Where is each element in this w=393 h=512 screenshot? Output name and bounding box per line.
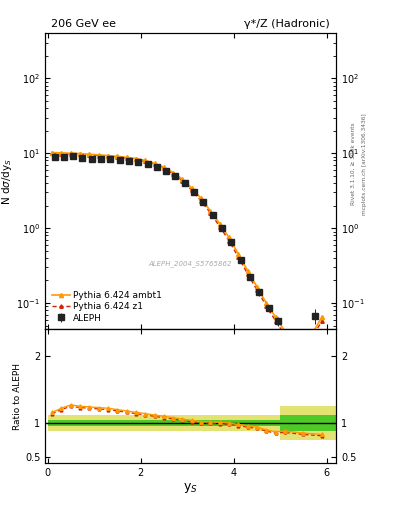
Text: γ*/Z (Hadronic): γ*/Z (Hadronic) [244, 19, 330, 29]
Pythia 6.424 z1 [134, 156, 138, 162]
Pythia 6.424 ambt1 [283, 328, 287, 334]
Pythia 6.424 z1 [106, 153, 110, 159]
Pythia 6.424 ambt1 [245, 268, 250, 274]
Pythia 6.424 z1 [217, 223, 222, 229]
Text: 206 GeV ee: 206 GeV ee [51, 19, 116, 29]
Pythia 6.424 ambt1 [189, 185, 194, 191]
Pythia 6.424 ambt1 [87, 151, 92, 157]
Pythia 6.424 ambt1 [106, 153, 110, 159]
Pythia 6.424 z1 [162, 165, 166, 172]
Pythia 6.424 z1 [199, 198, 204, 204]
Y-axis label: N d$\sigma$/dy$_S$: N d$\sigma$/dy$_S$ [0, 158, 14, 205]
Pythia 6.424 z1 [143, 158, 148, 164]
Pythia 6.424 z1 [152, 161, 157, 167]
Pythia 6.424 ambt1 [124, 154, 129, 160]
Pythia 6.424 z1 [283, 332, 287, 338]
Pythia 6.424 ambt1 [199, 195, 204, 201]
Pythia 6.424 z1 [273, 317, 278, 324]
Pythia 6.424 z1 [68, 151, 73, 157]
Pythia 6.424 ambt1 [115, 153, 120, 159]
Pythia 6.424 ambt1 [320, 314, 324, 320]
Text: ALEPH_2004_S5765862: ALEPH_2004_S5765862 [149, 261, 232, 267]
Pythia 6.424 ambt1 [152, 160, 157, 166]
Pythia 6.424 ambt1 [217, 221, 222, 227]
Text: Rivet 3.1.10, ≥ 300k events: Rivet 3.1.10, ≥ 300k events [351, 122, 356, 205]
Pythia 6.424 z1 [87, 152, 92, 158]
Pythia 6.424 ambt1 [171, 169, 176, 176]
Pythia 6.424 ambt1 [264, 300, 268, 306]
Y-axis label: Ratio to ALEPH: Ratio to ALEPH [13, 362, 22, 430]
Pythia 6.424 ambt1 [143, 157, 148, 163]
Pythia 6.424 z1 [255, 287, 259, 293]
Pythia 6.424 ambt1 [134, 156, 138, 162]
Pythia 6.424 ambt1 [180, 176, 185, 182]
Pythia 6.424 ambt1 [208, 208, 213, 214]
Legend: Pythia 6.424 ambt1, Pythia 6.424 z1, ALEPH: Pythia 6.424 ambt1, Pythia 6.424 z1, ALE… [50, 289, 164, 325]
X-axis label: y$_S$: y$_S$ [183, 481, 198, 495]
Line: Pythia 6.424 z1: Pythia 6.424 z1 [50, 152, 324, 354]
Pythia 6.424 z1 [78, 151, 83, 157]
Pythia 6.424 z1 [208, 210, 213, 216]
Pythia 6.424 z1 [96, 153, 101, 159]
Pythia 6.424 ambt1 [78, 151, 83, 157]
Pythia 6.424 ambt1 [273, 314, 278, 320]
Pythia 6.424 ambt1 [96, 152, 101, 158]
Pythia 6.424 z1 [115, 154, 120, 160]
Pythia 6.424 z1 [301, 349, 306, 355]
Pythia 6.424 z1 [189, 187, 194, 194]
Pythia 6.424 ambt1 [236, 251, 241, 257]
Pythia 6.424 ambt1 [227, 234, 231, 241]
Pythia 6.424 z1 [264, 303, 268, 309]
Text: mcplots.cern.ch [arXiv:1306.3436]: mcplots.cern.ch [arXiv:1306.3436] [362, 113, 367, 215]
Pythia 6.424 z1 [50, 150, 55, 156]
Pythia 6.424 ambt1 [301, 345, 306, 351]
Pythia 6.424 z1 [59, 151, 64, 157]
Pythia 6.424 z1 [171, 171, 176, 177]
Pythia 6.424 ambt1 [255, 284, 259, 290]
Line: Pythia 6.424 ambt1: Pythia 6.424 ambt1 [50, 151, 324, 350]
Pythia 6.424 ambt1 [59, 150, 64, 156]
Pythia 6.424 ambt1 [68, 150, 73, 156]
Pythia 6.424 ambt1 [50, 150, 55, 156]
Pythia 6.424 z1 [227, 238, 231, 244]
Pythia 6.424 z1 [320, 317, 324, 324]
Pythia 6.424 z1 [245, 271, 250, 277]
Pythia 6.424 z1 [124, 155, 129, 161]
Pythia 6.424 z1 [236, 254, 241, 260]
Pythia 6.424 z1 [180, 178, 185, 184]
Pythia 6.424 ambt1 [162, 164, 166, 170]
